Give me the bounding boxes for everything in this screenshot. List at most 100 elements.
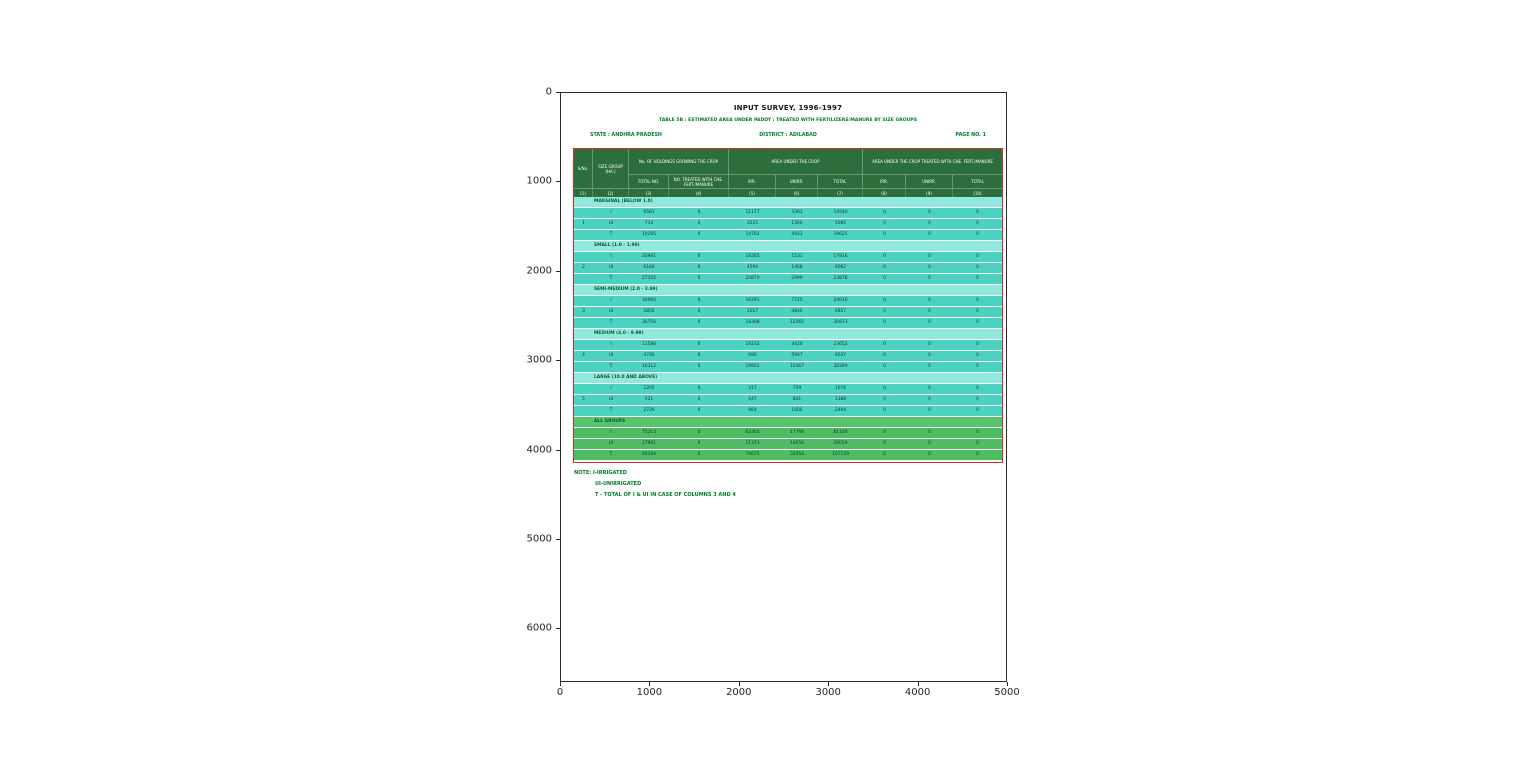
table-cell: 0: [976, 353, 979, 358]
table-notes: NOTE: I-IRRIGATED UI-UNIRRIGATED T - TOT…: [574, 468, 736, 501]
table-cell: 1531: [791, 254, 803, 259]
table-cell: 547: [748, 397, 757, 402]
document-subtitle: TABLE 5B : ESTIMATED AREA UNDER PADDY : …: [658, 118, 918, 123]
header-treated-no: NO. TREATED WITH CHE. FERT./MANURE: [669, 175, 729, 188]
table-cell: 0: [883, 452, 886, 457]
table-cell: 0: [976, 232, 979, 237]
table-cell: 0: [697, 353, 701, 358]
irrigation-type-cell: I: [610, 254, 612, 259]
table-cell: 0: [697, 210, 701, 215]
size-group-label: ALL GROUPS: [594, 419, 626, 424]
x-tick-mark: [649, 682, 651, 686]
table-cell: 0: [697, 408, 701, 413]
table-cell: 12565: [790, 320, 804, 325]
table-row: 3 UI 5856 0 2017 4840 6857 0 0 0: [574, 307, 1002, 318]
table-cell: 14656: [790, 441, 804, 446]
serial-number-cell: [574, 340, 593, 350]
serial-number-cell: [574, 296, 593, 306]
table-cell: 0: [928, 210, 931, 215]
table-cell: 0: [883, 210, 886, 215]
survey-table: S/No. SIZE GROUP (HA.) No. OF HOLDINGS G…: [573, 148, 1003, 463]
table-cell: 0: [697, 254, 701, 259]
table-cell: 714: [644, 221, 654, 226]
irrigation-type-cell: I: [610, 386, 612, 391]
table-cell: 81100: [833, 430, 848, 435]
table-cell: 0: [976, 408, 979, 413]
table-cell: 0: [928, 397, 931, 402]
table-cell: 74675: [745, 452, 760, 457]
table-cell: 4726: [643, 353, 655, 358]
table-cell: 0: [928, 441, 931, 446]
header-unirr: UNIRR.: [776, 175, 818, 188]
table-cell: 0: [883, 309, 886, 314]
table-cell: 26029: [833, 441, 848, 446]
table-cell: 2205: [643, 386, 655, 391]
x-tick-label: 3000: [815, 687, 841, 698]
table-cell: 0: [976, 298, 979, 303]
size-group-header-row: SEMI-MEDIUM (2.0 - 3.99): [574, 285, 1002, 296]
table-cell: 0: [883, 397, 886, 402]
table-cell: 0: [883, 430, 886, 435]
x-tick-label: 5000: [994, 687, 1020, 698]
table-cell: 16291: [745, 298, 760, 303]
table-cell: 0: [976, 309, 979, 314]
table-cell: 0: [883, 320, 886, 325]
table-cell: 5856: [643, 309, 655, 314]
table-cell: 3525: [746, 221, 759, 226]
table-cell: 0: [928, 320, 931, 325]
table-cell: 0: [697, 276, 701, 281]
col-number: (1): [574, 188, 593, 197]
size-group-header-row: SMALL (1.0 - 1.99): [574, 241, 1002, 252]
y-tick-label: 4000: [526, 444, 552, 456]
col-number: (4): [669, 188, 729, 197]
table-cell: 1388: [834, 397, 847, 402]
header-irr: IRR.: [729, 175, 776, 188]
irrigation-type-cell: T: [609, 408, 613, 413]
x-tick-mark: [828, 682, 830, 686]
table-cell: 0: [928, 309, 931, 314]
size-group-header-row: ALL GROUPS: [574, 417, 1002, 428]
table-cell: 0: [976, 430, 979, 435]
size-group-header-row: MARGINAL (BELOW 1.0): [574, 197, 1002, 208]
table-cell: 0: [883, 408, 886, 413]
table-cell: 24016: [833, 298, 848, 303]
note-line: NOTE: I-IRRIGATED: [574, 470, 627, 476]
y-tick-mark: [556, 92, 560, 93]
col-number: (10): [953, 188, 1002, 197]
y-tick-label: 6000: [526, 622, 552, 634]
table-cell: 63302: [745, 430, 760, 435]
table-cell: 0: [976, 397, 979, 402]
table-row: I 30900 0 16291 7725 24016 0 0 0: [574, 296, 1002, 307]
size-group-header-row: LARGE (10.0 AND ABOVE): [574, 373, 1002, 384]
scanned-table-image: INPUT SURVEY, 1996-1997 TABLE 5B : ESTIM…: [573, 93, 1003, 523]
x-tick-mark: [738, 682, 740, 686]
document-meta-row: STATE : ANDHRA PRADESH DISTRICT : ADILAB…: [573, 133, 1003, 138]
table-cell: 17816: [833, 254, 848, 259]
table-row: T 2726 0 864 1600 2464 0 0 0: [574, 406, 1002, 417]
y-tick-mark: [556, 360, 560, 362]
header-irr-treated: IRR.: [863, 175, 906, 188]
irrigation-type-cell: UI: [608, 441, 614, 446]
table-cell: 18308: [745, 320, 760, 325]
col-number: (5): [729, 188, 776, 197]
table-header: S/No. SIZE GROUP (HA.) No. OF HOLDINGS G…: [574, 149, 1002, 197]
district-label: DISTRICT : ADILABAD: [759, 133, 817, 138]
table-cell: 30289: [833, 364, 848, 369]
table-cell: 10295: [642, 232, 656, 237]
table-cell: 0: [976, 386, 979, 391]
table-row: 4 UI 4726 0 690 5947 6637 0 0 0: [574, 351, 1002, 362]
table-cell: 1560: [791, 221, 803, 226]
table-cell: 19232: [745, 342, 760, 347]
table-cell: 0: [928, 276, 931, 281]
table-row: T 10295 0 14702 4923 19625 0 0 0: [574, 230, 1002, 241]
table-cell: 20941: [642, 254, 656, 259]
table-cell: 4923: [791, 232, 803, 237]
table-cell: 6164: [643, 265, 655, 270]
irrigation-type-cell: I: [610, 210, 612, 215]
table-cell: 0: [883, 298, 886, 303]
table-cell: 3363: [791, 210, 803, 215]
serial-number-cell: [574, 384, 593, 394]
table-cell: 0: [928, 265, 931, 270]
table-cell: 20879: [745, 276, 760, 281]
serial-number-cell: [574, 439, 593, 449]
